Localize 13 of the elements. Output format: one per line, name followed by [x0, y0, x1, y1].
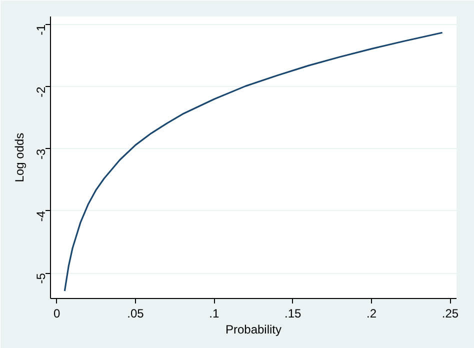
x-axis-title: Probability [225, 322, 282, 336]
y-tick-label: -4 [34, 210, 48, 222]
y-tick-label: -3 [34, 148, 48, 160]
x-tick-label: .25 [442, 306, 459, 320]
x-tick-label: .15 [284, 306, 302, 320]
x-tick-label: .05 [127, 306, 144, 320]
y-tick-label: -5 [34, 272, 48, 284]
x-tick-label: 0 [53, 306, 60, 320]
y-tick-label: -1 [34, 24, 48, 36]
y-axis-title: Log odds [12, 132, 26, 182]
x-tick-label: .1 [209, 306, 220, 320]
y-tick-label: -2 [34, 86, 48, 98]
x-tick-label: .2 [366, 306, 377, 320]
